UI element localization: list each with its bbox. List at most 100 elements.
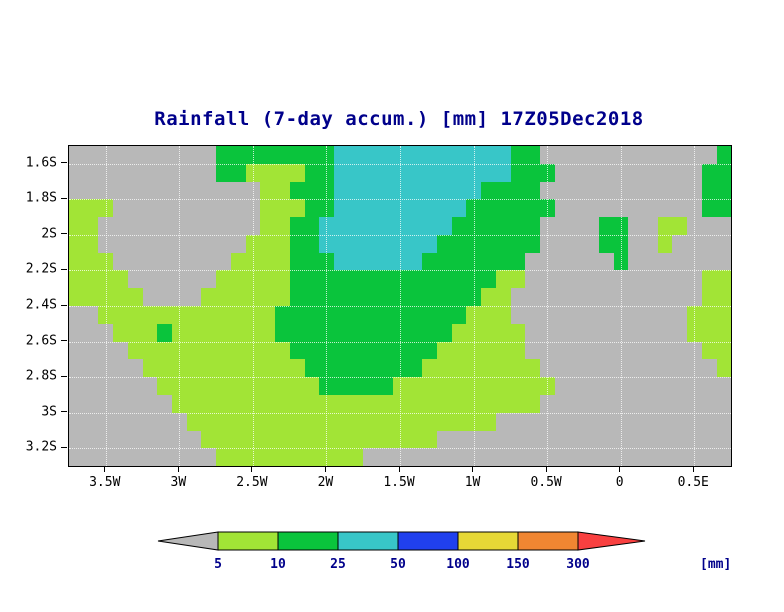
grid-cell [157, 288, 173, 307]
grid-cell [142, 394, 158, 413]
y-tick-label: 1.6S [25, 155, 57, 171]
grid-row [69, 412, 732, 431]
grid-cell [113, 146, 128, 164]
grid-cell [466, 181, 482, 200]
grid-cell [407, 394, 423, 413]
grid-cell [436, 217, 452, 235]
grid-cell [348, 146, 364, 164]
grid-cell [716, 270, 732, 289]
grid-cell [304, 234, 320, 253]
grid-cell [289, 359, 305, 378]
grid-cell [378, 234, 393, 253]
grid-cell [157, 234, 173, 253]
grid-cell [216, 377, 231, 395]
grid-cell [69, 181, 84, 200]
grid-cell [554, 448, 570, 467]
grid-cell [554, 377, 570, 395]
grid-cell [245, 252, 261, 271]
grid-cell [584, 412, 599, 431]
grid-cell [451, 430, 467, 449]
grid-cell [510, 448, 526, 467]
grid-cell [69, 323, 84, 342]
grid-cell [701, 199, 717, 218]
grid-cell [495, 163, 511, 182]
grid-cell [451, 341, 467, 360]
grid-cell [422, 394, 437, 413]
grid-cell [481, 217, 496, 235]
grid-cell [378, 270, 393, 289]
grid-cell [554, 163, 570, 182]
grid-cell [157, 199, 173, 218]
grid-cell [554, 341, 570, 360]
grid-cell [142, 412, 158, 431]
y-axis-tick [61, 162, 67, 164]
grid-cell [643, 270, 658, 289]
grid-cell [348, 270, 364, 289]
grid-cell [554, 306, 570, 324]
grid-cell [716, 377, 732, 395]
grid-cell [657, 234, 673, 253]
grid-cell [540, 323, 555, 342]
grid-cell [716, 412, 732, 431]
grid-cell [540, 252, 555, 271]
grid-cell [201, 394, 217, 413]
grid-cell [348, 323, 364, 342]
grid-cell [495, 323, 511, 342]
grid-cell [407, 430, 423, 449]
grid-cell [113, 341, 128, 360]
grid-cell [466, 217, 482, 235]
grid-cell [142, 199, 158, 218]
grid-cell [466, 270, 482, 289]
grid-cell [69, 252, 84, 271]
grid-cell [628, 377, 644, 395]
grid-cell [584, 163, 599, 182]
grid-cell [333, 306, 349, 324]
grid-cell [495, 306, 511, 324]
grid-cell [643, 412, 658, 431]
grid-cell [275, 359, 290, 378]
grid-cell [613, 377, 629, 395]
grid-cell [172, 270, 187, 289]
grid-cell [333, 288, 349, 307]
grid-cell [554, 412, 570, 431]
grid-cell [510, 341, 526, 360]
x-tick-label: 0 [615, 475, 624, 490]
grid-cell [598, 252, 614, 271]
grid-cell [113, 252, 128, 271]
grid-cell [687, 359, 702, 378]
grid-cell [69, 199, 84, 218]
grid-cell [540, 412, 555, 431]
grid-cell [701, 323, 717, 342]
grid-cell [348, 163, 364, 182]
grid-cell [245, 394, 261, 413]
grid-cell [348, 430, 364, 449]
grid-cell [584, 377, 599, 395]
grid-cell [628, 306, 644, 324]
grid-cell [69, 163, 84, 182]
y-axis-tick [61, 340, 67, 342]
grid-cell [275, 430, 290, 449]
x-tick-label: 3W [170, 475, 187, 490]
grid-cell [186, 163, 202, 182]
grid-cell [230, 377, 246, 395]
grid-cell [716, 163, 732, 182]
grid-cell [127, 217, 143, 235]
grid-cell [230, 341, 246, 360]
grid-cell [348, 217, 364, 235]
grid-cell [304, 394, 320, 413]
grid-cell [451, 252, 467, 271]
grid-cell [289, 394, 305, 413]
map-grid [69, 146, 732, 467]
grid-cell [127, 341, 143, 360]
grid-cell [554, 199, 570, 218]
grid-cell [275, 146, 290, 164]
grid-cell [172, 430, 187, 449]
grid-cell [69, 341, 84, 360]
grid-cell [422, 288, 437, 307]
grid-cell [69, 306, 84, 324]
grid-cell [186, 377, 202, 395]
grid-cell [422, 377, 437, 395]
grid-cell [98, 163, 114, 182]
grid-cell [495, 181, 511, 200]
grid-cell [436, 448, 452, 467]
